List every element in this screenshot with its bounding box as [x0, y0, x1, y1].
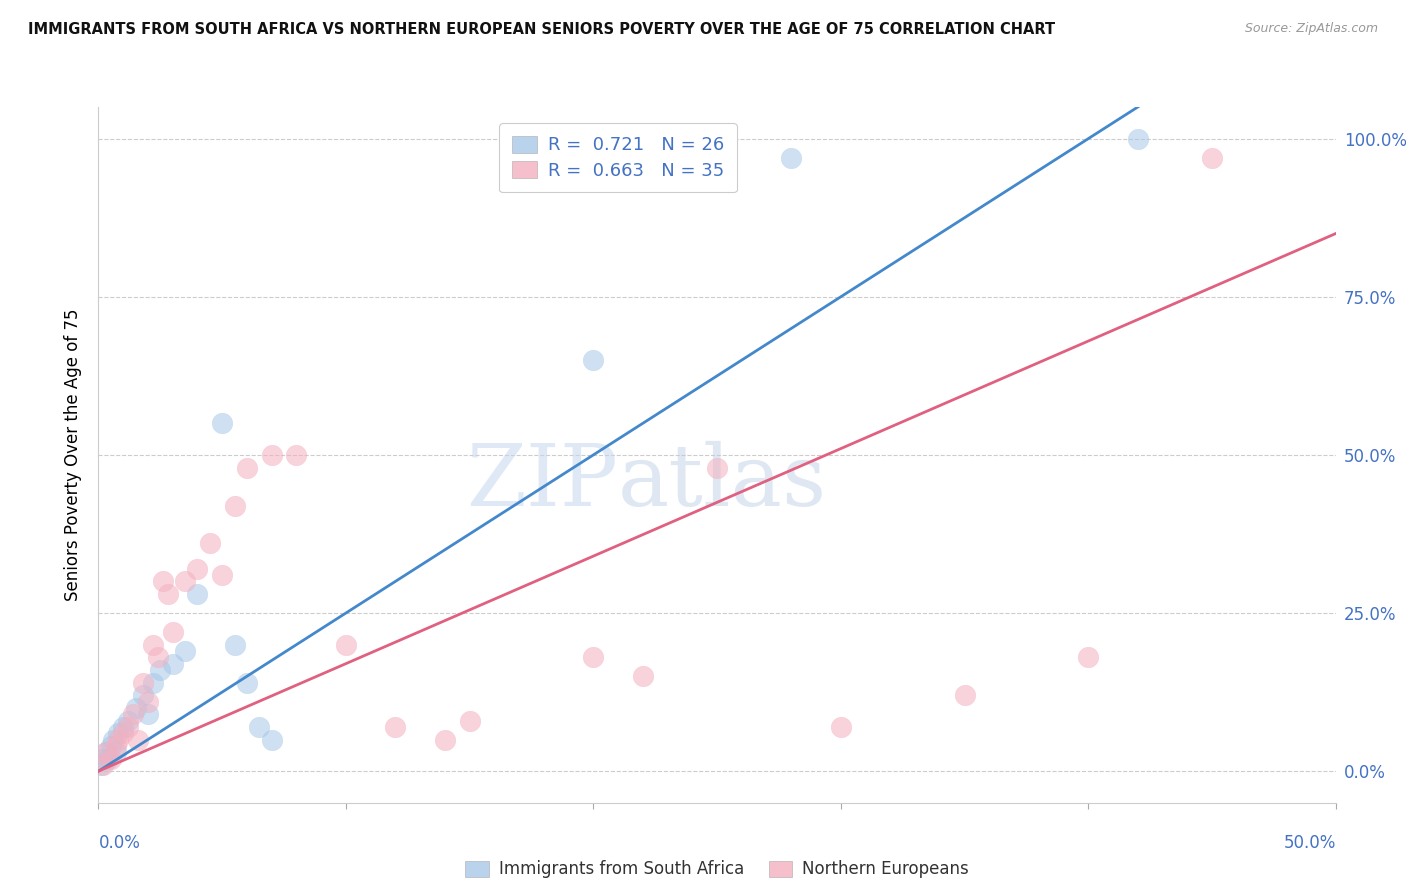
Point — [104, 745, 127, 759]
Point — [582, 650, 605, 665]
Point — [1201, 151, 1223, 165]
Point — [211, 417, 233, 431]
Point — [186, 562, 208, 576]
Point — [156, 587, 179, 601]
Point — [122, 707, 145, 722]
Point — [953, 688, 976, 702]
Point — [132, 675, 155, 690]
Point — [830, 720, 852, 734]
Point — [93, 757, 115, 772]
Point — [112, 720, 135, 734]
Point — [458, 714, 481, 728]
Point — [211, 568, 233, 582]
Point — [260, 448, 283, 462]
Text: Source: ZipAtlas.com: Source: ZipAtlas.com — [1244, 22, 1378, 36]
Point — [236, 460, 259, 475]
Point — [1126, 131, 1149, 145]
Point — [112, 726, 135, 740]
Point — [706, 460, 728, 475]
Point — [335, 638, 357, 652]
Point — [146, 650, 169, 665]
Point — [124, 701, 146, 715]
Point — [94, 745, 117, 759]
Point — [224, 638, 246, 652]
Point — [162, 625, 184, 640]
Point — [104, 739, 127, 753]
Point — [127, 732, 149, 747]
Point — [100, 739, 122, 753]
Point — [1077, 650, 1099, 665]
Point — [162, 657, 184, 671]
Point — [136, 695, 159, 709]
Point — [90, 757, 112, 772]
Point — [117, 714, 139, 728]
Point — [236, 675, 259, 690]
Point — [631, 669, 654, 683]
Point — [136, 707, 159, 722]
Point — [93, 751, 115, 765]
Point — [582, 353, 605, 368]
Point — [107, 732, 129, 747]
Point — [107, 726, 129, 740]
Point — [174, 644, 197, 658]
Point — [142, 675, 165, 690]
Point — [94, 745, 117, 759]
Y-axis label: Seniors Poverty Over the Age of 75: Seniors Poverty Over the Age of 75 — [65, 309, 83, 601]
Text: IMMIGRANTS FROM SOUTH AFRICA VS NORTHERN EUROPEAN SENIORS POVERTY OVER THE AGE O: IMMIGRANTS FROM SOUTH AFRICA VS NORTHERN… — [28, 22, 1056, 37]
Text: ZIP: ZIP — [467, 442, 619, 524]
Point — [152, 574, 174, 589]
Text: 50.0%: 50.0% — [1284, 834, 1336, 852]
Point — [186, 587, 208, 601]
Point — [780, 151, 803, 165]
Point — [224, 499, 246, 513]
Point — [117, 720, 139, 734]
Point — [384, 720, 406, 734]
Text: 0.0%: 0.0% — [98, 834, 141, 852]
Point — [142, 638, 165, 652]
Legend: Immigrants from South Africa, Northern Europeans: Immigrants from South Africa, Northern E… — [458, 854, 976, 885]
Point — [174, 574, 197, 589]
Point — [97, 751, 120, 765]
Point — [100, 751, 122, 765]
Point — [132, 688, 155, 702]
Point — [247, 720, 270, 734]
Point — [149, 663, 172, 677]
Point — [433, 732, 456, 747]
Point — [285, 448, 308, 462]
Text: atlas: atlas — [619, 442, 827, 524]
Point — [260, 732, 283, 747]
Point — [198, 536, 221, 550]
Point — [103, 732, 125, 747]
